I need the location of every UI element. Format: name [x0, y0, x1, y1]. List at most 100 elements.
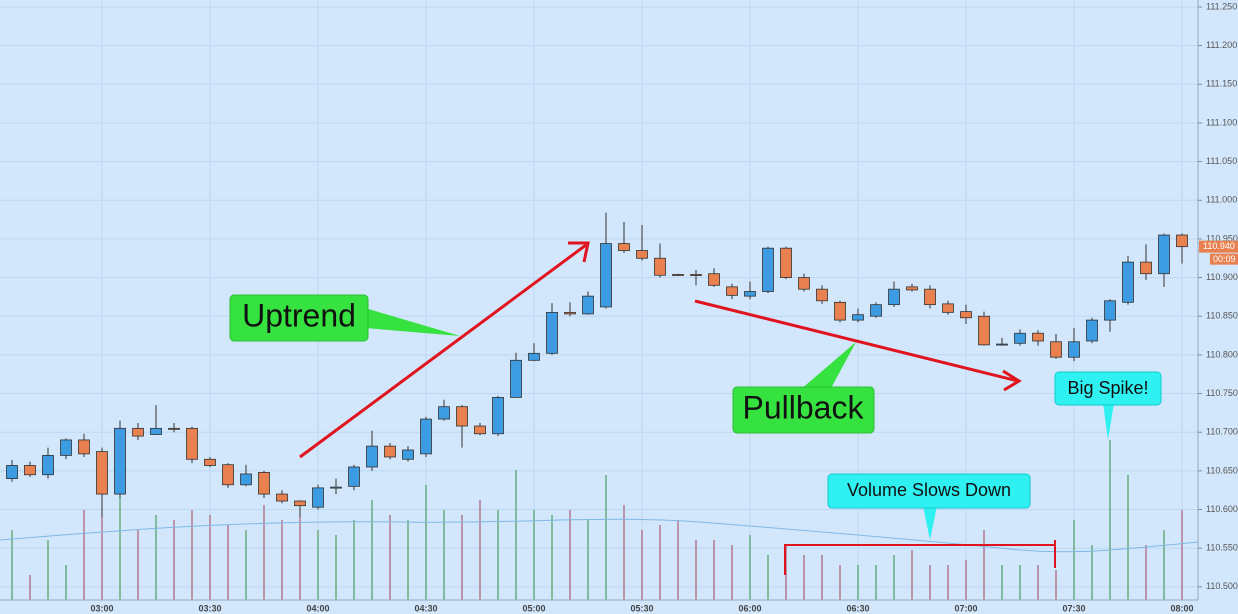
- candle-body: [60, 439, 72, 456]
- candle-body: [42, 455, 54, 476]
- x-tick-label: 04:30: [414, 603, 437, 613]
- candle-body: [348, 466, 360, 487]
- candle-body: [402, 449, 414, 460]
- callout-box: [1054, 371, 1162, 406]
- callout-tail: [800, 342, 856, 390]
- candle-body: [24, 465, 36, 476]
- y-tick-label: 110.600: [1206, 504, 1238, 514]
- candle-body: [1050, 341, 1062, 358]
- candle-body: [708, 273, 720, 286]
- annotation: Volume Slows Down: [847, 480, 1011, 500]
- y-tick-label: 110.500: [1206, 581, 1238, 591]
- candle-body: [528, 352, 540, 361]
- candle-body: [924, 288, 936, 306]
- candle-body: [1014, 332, 1026, 344]
- candle-body: [744, 291, 756, 297]
- volume-bars: [11, 440, 1183, 600]
- x-tick-label: 07:00: [954, 603, 977, 613]
- candle-body: [870, 304, 882, 317]
- candle-body: [798, 277, 810, 290]
- candle-body: [672, 274, 684, 276]
- countdown-tag: [1210, 253, 1238, 265]
- y-tick-label: 111.000: [1206, 195, 1237, 205]
- callout-box: [732, 386, 875, 434]
- arrow-head: [568, 241, 590, 263]
- y-tick-label: 110.650: [1206, 465, 1238, 475]
- candle-body: [204, 458, 216, 466]
- candle-body: [366, 445, 378, 468]
- candle-body: [1122, 261, 1134, 303]
- candle-body: [474, 425, 486, 435]
- x-tick-label: 04:00: [306, 603, 329, 613]
- price-tag-label: 110.940: [1203, 241, 1235, 251]
- candle-body: [1068, 341, 1080, 358]
- y-tick-label: 110.550: [1206, 543, 1238, 553]
- candle-body: [222, 464, 234, 486]
- x-tick-label: 05:30: [630, 603, 653, 613]
- y-tick-label: 110.800: [1206, 349, 1238, 359]
- candle-body: [564, 311, 576, 315]
- annotation: Pullback: [743, 389, 865, 425]
- candle-body: [492, 397, 504, 435]
- candle-body: [258, 472, 270, 495]
- candle-body: [582, 295, 594, 315]
- candle-body: [888, 288, 900, 306]
- candle-body: [1176, 234, 1188, 248]
- callout-tail: [923, 506, 937, 540]
- candle-body: [312, 487, 324, 508]
- x-tick-label: 03:00: [90, 603, 113, 613]
- y-tick-label: 111.150: [1206, 79, 1237, 89]
- candle-body: [960, 311, 972, 319]
- x-tick-label: 05:00: [522, 603, 545, 613]
- x-tick-label: 03:30: [198, 603, 221, 613]
- candle-body: [1158, 234, 1170, 275]
- candle-body: [978, 315, 990, 346]
- y-tick-label: 110.700: [1206, 427, 1238, 437]
- callout-tail: [1103, 403, 1114, 440]
- candle-body: [294, 500, 306, 507]
- x-tick-label: 07:30: [1062, 603, 1085, 613]
- y-tick-label: 110.750: [1206, 388, 1238, 398]
- candle-body: [546, 311, 558, 354]
- candles: [6, 212, 1188, 518]
- candle-body: [438, 406, 450, 420]
- callout-box: [229, 294, 369, 342]
- candle-body: [420, 418, 432, 455]
- candle-body: [6, 465, 18, 480]
- x-tick-label: 06:30: [846, 603, 869, 613]
- candle-body: [510, 359, 522, 398]
- candle-body: [780, 247, 792, 278]
- candle-body: [168, 427, 180, 430]
- countdown-label: 00:09: [1213, 254, 1236, 264]
- volume-average: [0, 518, 1199, 553]
- candle-body: [600, 243, 612, 308]
- y-tick-label: 111.100: [1206, 117, 1237, 127]
- candle-body: [834, 301, 846, 321]
- candle-body: [114, 427, 126, 495]
- candle-body: [330, 486, 342, 489]
- candle-body: [726, 286, 738, 296]
- candle-body: [78, 439, 90, 455]
- candle-body: [1104, 300, 1116, 321]
- candle-body: [96, 451, 108, 495]
- annotation: Uptrend: [242, 297, 356, 333]
- annotation: Big Spike!: [1067, 378, 1148, 398]
- grid: [0, 0, 1198, 600]
- candle-body: [384, 445, 396, 458]
- y-tick-label: 110.900: [1206, 272, 1238, 282]
- callout-tail: [365, 308, 460, 336]
- y-tick-label: 110.850: [1206, 311, 1238, 321]
- candle-body: [654, 257, 666, 276]
- candle-body: [150, 427, 162, 435]
- price-tag: [1199, 240, 1238, 253]
- candle-body: [942, 303, 954, 313]
- candle-body: [906, 286, 918, 291]
- candle-body: [618, 243, 630, 251]
- y-tick-label: 110.950: [1206, 233, 1238, 243]
- y-tick-label: 111.050: [1206, 156, 1237, 166]
- y-tick-label: 111.200: [1206, 40, 1237, 50]
- candle-body: [816, 288, 828, 302]
- candle-body: [186, 427, 198, 460]
